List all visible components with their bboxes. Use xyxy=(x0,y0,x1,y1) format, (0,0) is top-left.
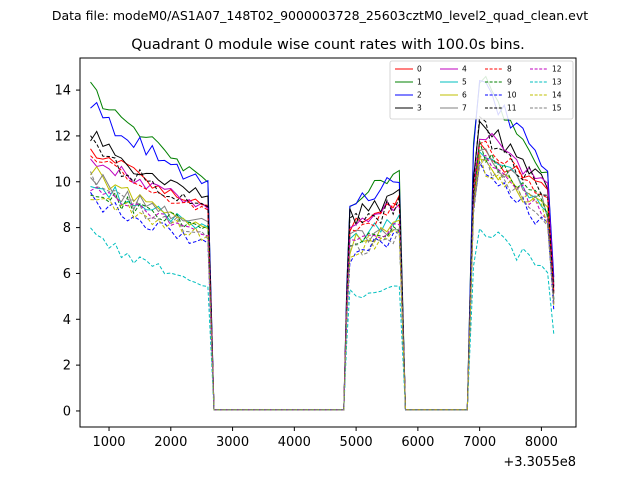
y-tick-label: 4 xyxy=(63,313,71,328)
x-tick-label: 4000 xyxy=(278,435,311,450)
legend-label-15: 15 xyxy=(552,104,562,113)
x-tick-label: 8000 xyxy=(525,435,558,450)
y-tick-label: 2 xyxy=(63,359,71,374)
plot-layer xyxy=(90,75,555,411)
series-line-4 xyxy=(90,132,555,411)
legend-label-4: 4 xyxy=(462,65,467,74)
series-line-10 xyxy=(90,160,555,411)
x-tick-label: 2000 xyxy=(154,435,187,450)
x-tick-label: 7000 xyxy=(463,435,496,450)
legend-label-2: 2 xyxy=(417,91,422,100)
legend-label-11: 11 xyxy=(507,104,517,113)
y-tick-label: 14 xyxy=(54,84,71,99)
series-line-2 xyxy=(90,79,555,411)
legend-label-8: 8 xyxy=(507,65,512,74)
legend-label-6: 6 xyxy=(462,91,467,100)
y-tick-label: 10 xyxy=(54,175,71,190)
legend-label-3: 3 xyxy=(417,104,422,113)
series-line-11 xyxy=(90,115,555,411)
x-tick-label: 3000 xyxy=(216,435,249,450)
y-tick-label: 12 xyxy=(54,129,71,144)
y-tick-label: 0 xyxy=(63,404,71,419)
series-line-0 xyxy=(90,141,555,411)
series-line-6 xyxy=(90,158,555,411)
x-tick-label: 5000 xyxy=(340,435,373,450)
legend-label-7: 7 xyxy=(462,104,467,113)
series-line-13 xyxy=(90,227,555,411)
chart-suptitle: Data file: modeM0/AS1A07_148T02_90000037… xyxy=(52,8,588,23)
plot-frame xyxy=(79,57,577,428)
series-line-3 xyxy=(90,120,555,411)
legend-label-10: 10 xyxy=(507,91,517,100)
y-tick-label: 6 xyxy=(63,267,71,282)
legend-label-12: 12 xyxy=(552,65,562,74)
series-line-14 xyxy=(90,153,555,411)
chart-title: Quadrant 0 module wise count rates with … xyxy=(131,37,525,53)
legend-label-1: 1 xyxy=(417,78,422,87)
x-tick-label: 1000 xyxy=(92,435,125,450)
legend-box xyxy=(389,60,574,120)
series-line-9 xyxy=(90,140,555,411)
x-offset-label: +3.3055e8 xyxy=(503,455,576,470)
legend-label-0: 0 xyxy=(417,65,422,74)
series-line-15 xyxy=(90,155,555,411)
series-line-5 xyxy=(90,150,555,411)
legend-label-14: 14 xyxy=(552,91,562,100)
legend-label-13: 13 xyxy=(552,78,562,87)
legend-label-9: 9 xyxy=(507,78,512,87)
legend-label-5: 5 xyxy=(462,78,467,87)
y-tick-label: 8 xyxy=(63,221,71,236)
tick-layer: 1000 2000 3000 4000 5000 6000 7000 8000 0 2 4 6 8 10 1… xyxy=(54,84,558,450)
x-tick-label: 6000 xyxy=(401,435,434,450)
